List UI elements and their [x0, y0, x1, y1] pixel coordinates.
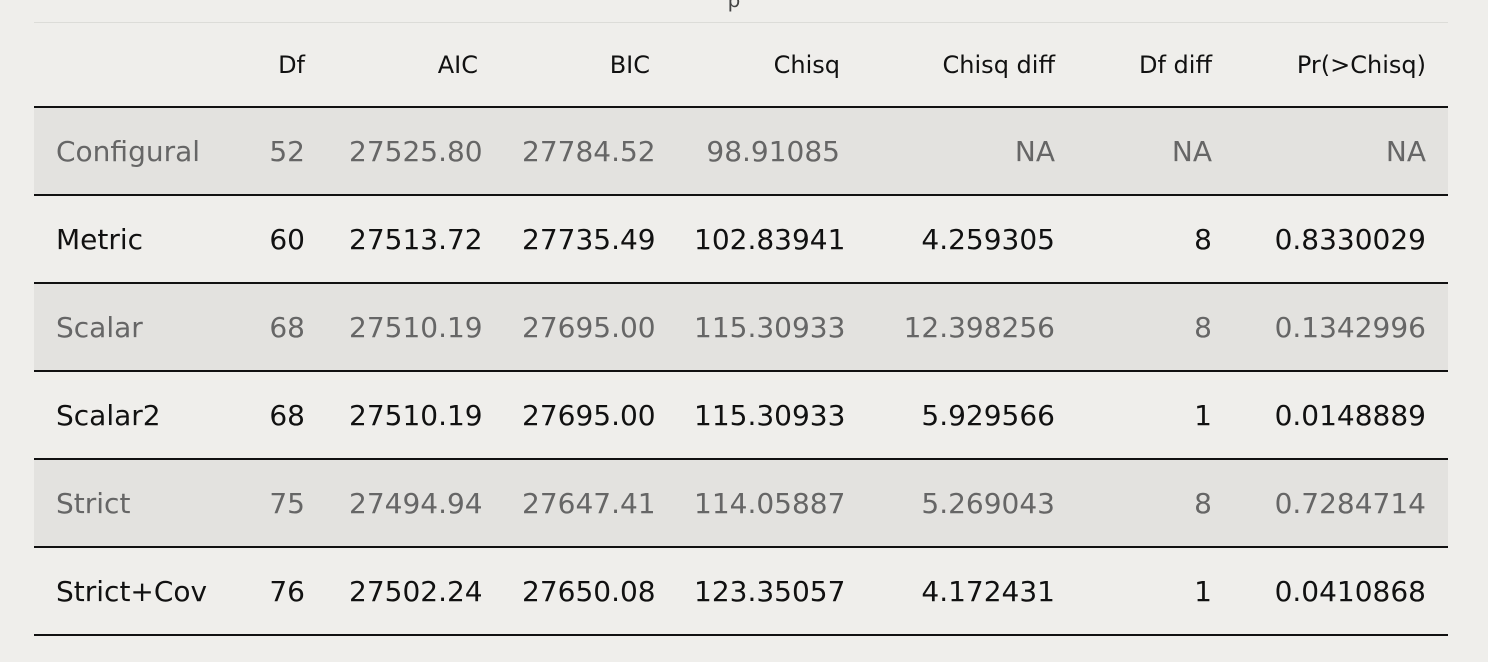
table-cell: NA [1234, 107, 1448, 196]
top-rule [34, 22, 1448, 23]
table-cell: 8 [1077, 283, 1234, 372]
table-cell: 27735.49 [500, 195, 672, 284]
table-cell: 0.8330029 [1234, 195, 1448, 284]
table-row: Strict+Cov 76 27502.24 27650.08 123.3505… [34, 547, 1448, 636]
table-row: Configural 52 27525.80 27784.52 98.91085… [34, 107, 1448, 196]
table-cell: 27695.00 [500, 283, 672, 372]
table-row: Scalar 68 27510.19 27695.00 115.30933 12… [34, 283, 1448, 372]
header-cell-df: Df [231, 24, 327, 108]
table-cell: 8 [1077, 459, 1234, 548]
table-cell: 68 [231, 283, 327, 372]
table-cell: 0.0148889 [1234, 371, 1448, 460]
table-cell: 27502.24 [327, 547, 500, 636]
table-cell: NA [862, 107, 1077, 196]
row-label: Strict+Cov [34, 547, 231, 636]
row-label: Scalar2 [34, 371, 231, 460]
header-row: Df AIC BIC Chisq Chisq diff Df diff Pr(>… [34, 24, 1448, 108]
header-cell-aic: AIC [327, 24, 500, 108]
table-row: Scalar2 68 27510.19 27695.00 115.30933 5… [34, 371, 1448, 460]
table-cell: 115.30933 [672, 371, 862, 460]
table-cell: 1 [1077, 371, 1234, 460]
table-row: Strict 75 27494.94 27647.41 114.05887 5.… [34, 459, 1448, 548]
row-label: Metric [34, 195, 231, 284]
header-cell-df-diff: Df diff [1077, 24, 1234, 108]
table-cell: 5.929566 [862, 371, 1077, 460]
table-cell: 27510.19 [327, 283, 500, 372]
row-label: Scalar [34, 283, 231, 372]
table-cell: 27647.41 [500, 459, 672, 548]
table-cell: 115.30933 [672, 283, 862, 372]
table-cell: 52 [231, 107, 327, 196]
header-cell-rowname [34, 24, 231, 108]
table-cell: 75 [231, 459, 327, 548]
table-cell: 60 [231, 195, 327, 284]
header-cell-pr-chisq: Pr(>Chisq) [1234, 24, 1448, 108]
table-cell: 0.7284714 [1234, 459, 1448, 548]
table-cell: 98.91085 [672, 107, 862, 196]
table-cell: 5.269043 [862, 459, 1077, 548]
table-cell: 0.0410868 [1234, 547, 1448, 636]
table-cell: 27510.19 [327, 371, 500, 460]
table-cell: 4.172431 [862, 547, 1077, 636]
table-cell: 4.259305 [862, 195, 1077, 284]
table-cell: 27650.08 [500, 547, 672, 636]
header-cell-chisq-diff: Chisq diff [862, 24, 1077, 108]
header-cell-chisq: Chisq [672, 24, 862, 108]
header-cell-bic: BIC [500, 24, 672, 108]
table-cell: 27494.94 [327, 459, 500, 548]
table-cell: 8 [1077, 195, 1234, 284]
table-cell: 27513.72 [327, 195, 500, 284]
table-cell: 12.398256 [862, 283, 1077, 372]
table-cell: 76 [231, 547, 327, 636]
table-cell: 68 [231, 371, 327, 460]
table-cell: 27525.80 [327, 107, 500, 196]
table-cell: NA [1077, 107, 1234, 196]
table-cell: 27695.00 [500, 371, 672, 460]
table-cell: 27784.52 [500, 107, 672, 196]
table-cell: 0.1342996 [1234, 283, 1448, 372]
table-row: Metric 60 27513.72 27735.49 102.83941 4.… [34, 195, 1448, 284]
table-cell: 123.35057 [672, 547, 862, 636]
model-comparison-table: Df AIC BIC Chisq Chisq diff Df diff Pr(>… [34, 24, 1448, 636]
table-cell: 102.83941 [672, 195, 862, 284]
row-label: Strict [34, 459, 231, 548]
row-label: Configural [34, 107, 231, 196]
table-cell: 1 [1077, 547, 1234, 636]
caption-fragment: p [727, 0, 741, 12]
table-cell: 114.05887 [672, 459, 862, 548]
